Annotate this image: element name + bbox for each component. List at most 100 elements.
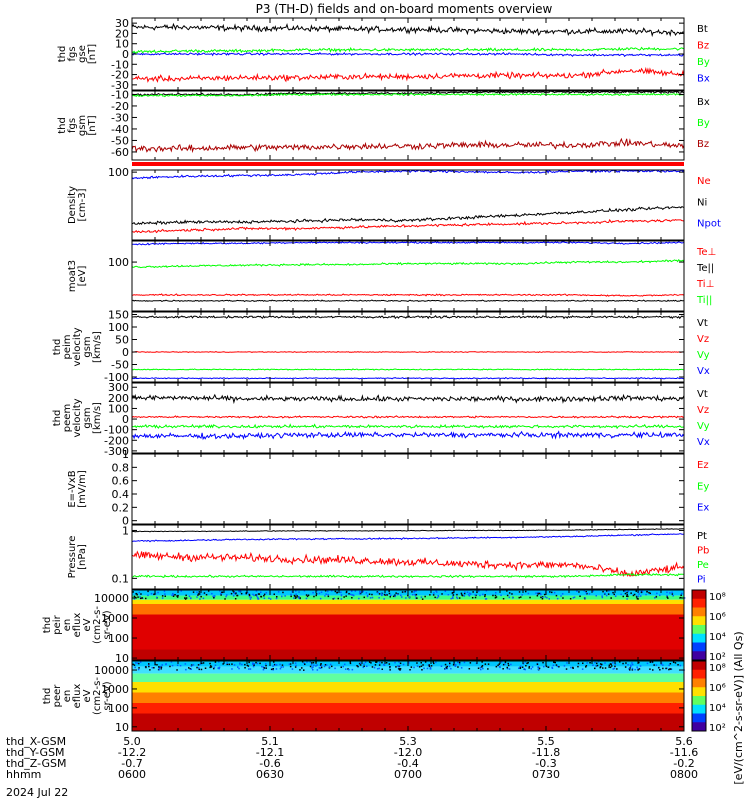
y-axis-label-line: peim — [62, 334, 73, 359]
legend-item: Te⊥ — [696, 247, 716, 258]
heatmap-band — [132, 599, 684, 604]
heatmap-pixel — [392, 595, 395, 598]
heatmap-pixel — [641, 590, 644, 593]
heatmap-pixel — [289, 663, 292, 665]
heatmap-pixel — [375, 661, 377, 663]
heatmap-pixel — [518, 596, 520, 599]
heatmap-pixel — [189, 668, 192, 670]
heatmap-pixel — [420, 662, 422, 664]
colorbar-tick-label: 10² — [709, 723, 726, 734]
heatmap-pixel — [213, 597, 215, 599]
heatmap-pixel — [389, 669, 391, 671]
heatmap-pixel — [607, 593, 610, 595]
heatmap-pixel — [276, 596, 278, 598]
heatmap-pixel — [378, 664, 381, 666]
heatmap-pixel — [428, 664, 430, 666]
y-tick-label: -30 — [111, 111, 129, 124]
heatmap-pixel — [479, 666, 482, 669]
heatmap-pixel — [364, 661, 367, 664]
y-axis-label-line: thd — [42, 617, 53, 634]
heatmap-pixel — [281, 664, 284, 666]
heatmap-pixel — [498, 666, 501, 668]
heatmap-pixel — [502, 668, 504, 670]
heatmap-pixel — [260, 591, 262, 593]
heatmap-pixel — [608, 666, 610, 668]
heatmap-pixel — [160, 666, 163, 669]
heatmap-pixel — [432, 594, 435, 596]
heatmap-pixel — [549, 591, 551, 593]
heatmap-pixel — [583, 590, 585, 592]
heatmap-pixel — [577, 662, 580, 665]
y-axis-label-line: eflux — [72, 684, 83, 709]
heatmap-pixel — [596, 662, 598, 665]
heatmap-pixel — [148, 665, 150, 668]
heatmap-pixel — [451, 596, 454, 598]
heatmap-pixel — [492, 594, 494, 597]
heatmap-pixel — [640, 590, 643, 592]
heatmap-pixel — [464, 591, 466, 593]
heatmap-pixel — [218, 667, 220, 670]
heatmap-pixel — [594, 661, 596, 664]
heatmap-pixel — [184, 598, 187, 600]
colorbar-segment — [692, 713, 706, 723]
heatmap-pixel — [356, 665, 358, 667]
heatmap-pixel — [414, 593, 416, 596]
heatmap-pixel — [385, 593, 387, 596]
x-axis-row-value: 5.3 — [399, 735, 417, 748]
heatmap-pixel — [133, 664, 136, 666]
heatmap-pixel — [196, 591, 198, 593]
heatmap-pixel — [504, 661, 507, 663]
heatmap-pixel — [639, 665, 642, 667]
heatmap-pixel — [506, 666, 508, 669]
heatmap-pixel — [449, 662, 451, 665]
heatmap-pixel — [179, 665, 182, 667]
heatmap-band — [132, 682, 684, 693]
heatmap-pixel — [638, 661, 640, 664]
heatmap-band — [132, 692, 684, 703]
heatmap-pixel — [228, 663, 230, 666]
heatmap-pixel — [555, 594, 558, 597]
heatmap-pixel — [315, 665, 317, 667]
heatmap-pixel — [437, 594, 439, 597]
heatmap-pixel — [525, 665, 527, 667]
y-axis-label-line: gsm — [77, 115, 88, 136]
heatmap-pixel — [388, 592, 391, 595]
heatmap-pixel — [141, 597, 143, 599]
panel-3: Ne Ni Npot 100 Density [cm-3] — [67, 166, 721, 241]
heatmap-pixel — [681, 592, 683, 595]
heatmap-pixel — [158, 668, 161, 671]
heatmap-pixel — [605, 594, 608, 597]
heatmap-pixel — [411, 591, 413, 593]
heatmap-pixel — [466, 591, 469, 593]
heatmap-pixel — [520, 596, 522, 598]
heatmap-pixel — [351, 594, 353, 596]
x-axis-row-value: 0700 — [394, 768, 422, 781]
heatmap-pixel — [540, 596, 542, 599]
colorbar-segment — [692, 687, 706, 697]
legend-item: Bt — [697, 24, 708, 35]
heatmap-pixel — [171, 594, 173, 597]
legend-item: Vx — [697, 366, 710, 377]
heatmap-pixel — [184, 663, 187, 665]
y-tick-label: 10 — [115, 721, 129, 734]
heatmap-pixel — [434, 596, 436, 599]
legend-item: Vz — [697, 405, 709, 416]
y-axis-label-line: [km/s] — [92, 402, 103, 434]
heatmap-pixel — [291, 591, 293, 593]
heatmap-pixel — [383, 593, 386, 596]
heatmap-pixel — [671, 593, 674, 595]
heatmap-pixel — [363, 663, 365, 665]
y-tick-label: 100 — [108, 321, 129, 334]
heatmap-pixel — [211, 592, 213, 595]
heatmap-pixel — [413, 591, 415, 593]
heatmap-pixel — [328, 666, 331, 668]
heatmap-pixel — [226, 663, 228, 666]
heatmap-pixel — [318, 667, 321, 669]
heatmap-pixel — [613, 667, 616, 670]
legend-item: Bx — [697, 97, 710, 108]
heatmap-pixel — [305, 594, 308, 596]
series-line-bt — [131, 22, 685, 38]
heatmap-pixel — [585, 666, 587, 668]
